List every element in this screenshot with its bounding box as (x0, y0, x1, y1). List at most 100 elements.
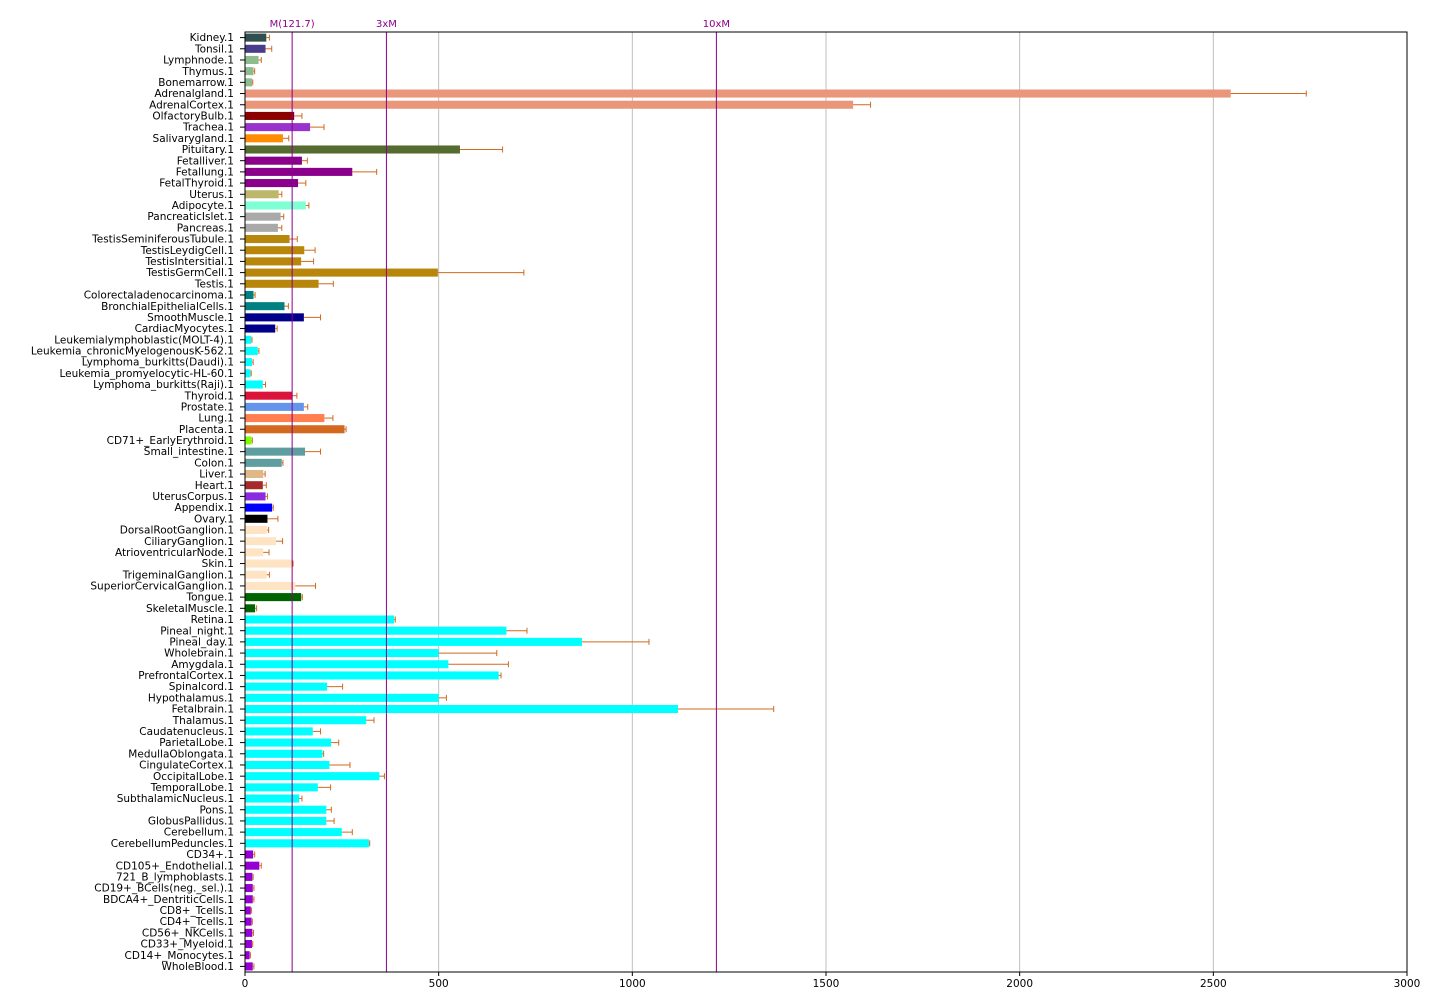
bar (245, 257, 302, 266)
bar (245, 716, 367, 725)
bar (245, 358, 252, 367)
bar (245, 44, 266, 53)
bar (245, 861, 260, 870)
category-label: Pituitary.1 (182, 144, 234, 156)
bar (245, 626, 507, 635)
axes (240, 31, 1408, 976)
category-label: TestisSeminiferousTubule.1 (91, 234, 234, 246)
category-label: GlobusPallidus.1 (148, 816, 234, 828)
bar (245, 246, 305, 255)
category-label: Wholebrain.1 (164, 648, 234, 660)
category-label: Leukemialymphoblastic(MOLT-4).1 (54, 334, 234, 346)
bar (245, 615, 395, 624)
category-label: CD14+_Monocytes.1 (125, 950, 234, 962)
bar (245, 414, 325, 423)
category-label: Fetallung.1 (176, 166, 234, 178)
bar (245, 884, 253, 893)
bar (245, 704, 679, 714)
bar (245, 816, 327, 825)
category-label: Spinalcord.1 (169, 681, 234, 693)
category-label: SuperiorCervicalGanglion.1 (90, 581, 234, 593)
bar (245, 514, 268, 523)
reference-label: 3xM (376, 19, 397, 30)
category-label: OlfactoryBulb.1 (152, 111, 234, 123)
bar (245, 279, 319, 288)
x-tick-label: 3000 (1394, 978, 1421, 990)
bar (245, 134, 283, 143)
bar (245, 928, 253, 937)
category-label: Skin.1 (202, 558, 234, 570)
category-label: Prostate.1 (181, 401, 234, 413)
reference-lines: M(121.7) 3xM 10xM (270, 19, 730, 972)
category-label: PancreaticIslet.1 (147, 211, 234, 223)
category-label: CD71+_EarlyErythroid.1 (107, 435, 234, 447)
bar (245, 828, 342, 837)
bar (245, 302, 285, 311)
category-label: CD4+_Tcells.1 (160, 916, 234, 928)
x-tick-label: 2500 (1200, 978, 1227, 990)
bar (245, 671, 499, 680)
bar (245, 850, 254, 859)
bar (245, 100, 854, 109)
category-label: 721_B_lymphoblasts.1 (116, 871, 234, 883)
category-label: Uterus.1 (189, 189, 234, 201)
x-tick-labels: 0 500 1000 1500 2000 2500 3000 (242, 978, 1421, 990)
category-label: Lung.1 (198, 413, 234, 425)
category-label: Trachea.1 (182, 122, 234, 134)
bar (245, 593, 302, 602)
bar (245, 738, 331, 747)
x-tick-label: 0 (242, 978, 249, 990)
category-label: TestisGermCell.1 (145, 267, 234, 279)
category-label: TrigeminalGanglion.1 (122, 569, 234, 581)
bar (245, 548, 264, 557)
category-label: Amygdala.1 (171, 659, 234, 671)
bar (245, 346, 258, 355)
category-label: Pineal_night.1 (160, 625, 234, 637)
bar (245, 805, 327, 814)
bar (245, 179, 299, 188)
bar (245, 223, 278, 232)
category-label: Liver.1 (199, 469, 234, 481)
category-label: Lymphoma_burkitts(Daudi).1 (82, 357, 234, 369)
bar (245, 525, 268, 535)
bar (245, 190, 279, 199)
bar (245, 951, 250, 960)
bar (245, 660, 449, 669)
category-label: CD19+_BCells(neg._sel.).1 (94, 883, 234, 895)
category-label: Salivarygland.1 (153, 133, 234, 145)
category-label: MedullaOblongata.1 (128, 748, 234, 760)
bar (245, 436, 252, 445)
category-label: DorsalRootGanglion.1 (120, 525, 234, 537)
bar (245, 55, 259, 65)
bar (245, 760, 330, 770)
bar (245, 447, 306, 456)
bar (245, 783, 318, 792)
bar (245, 906, 251, 915)
category-label: Leukemia_chronicMyelogenousK-562.1 (31, 346, 234, 358)
category-label: Tonsil.1 (194, 43, 234, 55)
grid-lines (438, 32, 1214, 972)
category-label: Fetalbrain.1 (172, 704, 234, 716)
category-label: CD56+_NKCells.1 (142, 927, 234, 939)
bar (245, 290, 254, 300)
category-label: Ovary.1 (194, 513, 234, 525)
category-label: Pons.1 (199, 804, 234, 816)
bar (245, 772, 380, 781)
category-label: Lymphnode.1 (163, 55, 234, 67)
category-label: Heart.1 (195, 480, 234, 492)
bar (245, 637, 582, 646)
category-label: CerebellumPeduncles.1 (111, 838, 234, 850)
category-label: CardiacMyocytes.1 (135, 323, 234, 335)
bar (245, 201, 306, 210)
category-label: Colorectaladenocarcinoma.1 (84, 290, 234, 302)
category-label: AdrenalCortex.1 (149, 99, 234, 111)
category-label: CD33+_Myeloid.1 (140, 939, 234, 951)
bar (245, 369, 251, 378)
category-label: FetalThyroid.1 (159, 178, 234, 190)
bar (245, 89, 1231, 98)
category-label: Bonemarrow.1 (158, 77, 234, 89)
bar (245, 469, 264, 479)
category-label: Thymus.1 (181, 66, 234, 78)
category-label: Small_intestine.1 (144, 446, 234, 458)
